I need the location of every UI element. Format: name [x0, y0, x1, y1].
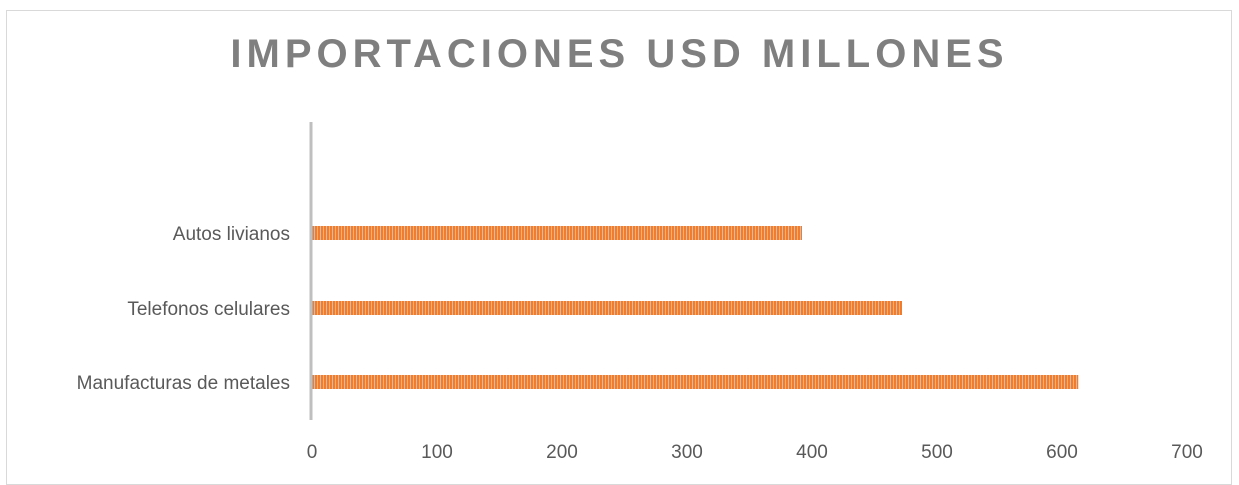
category-label-autos-livianos: Autos livianos	[173, 224, 290, 245]
x-tick-label-400: 400	[796, 442, 828, 463]
x-tick-label-300: 300	[671, 442, 703, 463]
bar-manufacturas-de-metales	[312, 375, 1079, 389]
chart-frame	[6, 10, 1232, 485]
bars-layer	[312, 226, 1079, 389]
chart-title: IMPORTACIONES USD MILLONES	[230, 32, 1009, 76]
category-labels: Autos livianos Telefonos celulares Manufac…	[77, 224, 290, 394]
bar-telefonos-celulares	[312, 301, 902, 315]
category-label-telefonos-celulares: Telefonos celulares	[127, 299, 290, 320]
x-tick-label-0: 0	[307, 442, 318, 463]
x-tick-label-200: 200	[546, 442, 578, 463]
bar-autos-livianos	[312, 226, 802, 240]
bar-chart-plot: Autos livianos Telefonos celulares Manufac…	[77, 122, 1203, 463]
x-tick-label-700: 700	[1171, 442, 1203, 463]
x-axis-tick-labels: 0 100 200 300 400 500 600 700	[307, 442, 1203, 463]
x-tick-label-100: 100	[421, 442, 453, 463]
category-label-manufacturas-de-metales: Manufacturas de metales	[77, 373, 290, 394]
x-tick-label-500: 500	[921, 442, 953, 463]
x-tick-label-600: 600	[1046, 442, 1078, 463]
